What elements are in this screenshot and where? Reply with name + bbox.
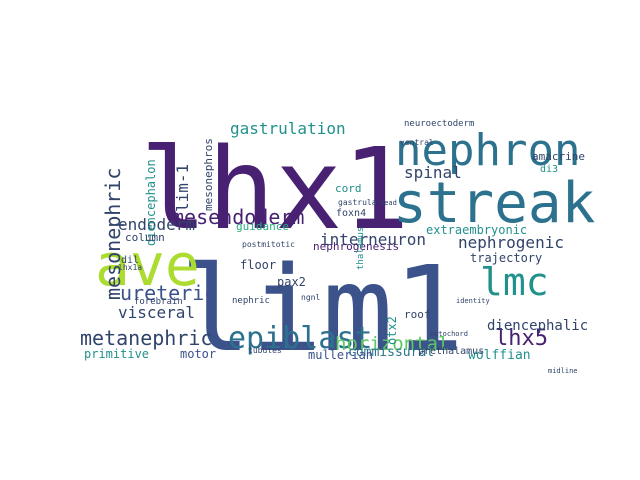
word: primitive xyxy=(84,347,149,361)
word: mullerian xyxy=(308,348,373,362)
word: gastrulation xyxy=(230,119,346,138)
word: commissural xyxy=(348,345,434,360)
word: nephrogenic xyxy=(458,233,564,252)
word: nephron xyxy=(395,125,580,176)
word: gastrula xyxy=(338,198,377,207)
word: extraembryonic xyxy=(426,223,527,237)
word: roof xyxy=(404,308,431,321)
word: ventral xyxy=(400,138,434,147)
word: amacrine xyxy=(532,150,585,163)
word: interneuron xyxy=(320,230,426,249)
word: tubules xyxy=(248,346,282,355)
word: visceral xyxy=(118,303,195,322)
word: ngnl xyxy=(301,293,320,302)
word: metanephric xyxy=(80,326,212,350)
word: motor xyxy=(180,347,216,361)
word: spinal xyxy=(404,163,462,182)
word: wolffian xyxy=(468,348,531,363)
word: neuroectoderm xyxy=(404,119,474,129)
word: lhx5 xyxy=(495,326,548,351)
word: horizontal xyxy=(335,333,449,355)
word: prethalamus xyxy=(418,346,484,357)
word: nephrogenesis xyxy=(313,240,399,253)
word: thalamus xyxy=(356,227,366,270)
word: identity xyxy=(456,297,490,305)
word: head xyxy=(380,199,397,207)
word: pax2 xyxy=(277,275,306,289)
word: otx2 xyxy=(385,316,399,345)
word: epiblast xyxy=(228,321,373,356)
word: lhx1 xyxy=(140,125,410,255)
word: cord xyxy=(335,182,362,195)
word: ave xyxy=(95,231,200,299)
word: mesonephros xyxy=(202,138,215,211)
word: column xyxy=(125,231,165,244)
word: forebrain xyxy=(134,297,183,307)
word: notochord xyxy=(430,330,468,338)
word: floor xyxy=(240,258,276,272)
word: postmitotic xyxy=(242,240,295,249)
word: mesonephric xyxy=(101,168,125,300)
word: ureteric xyxy=(120,281,216,305)
word: mesendoderm xyxy=(172,205,304,229)
word: lim1 xyxy=(180,240,464,378)
word: endoderm xyxy=(118,215,195,234)
word: streak xyxy=(393,171,595,236)
word: midline xyxy=(548,367,578,375)
word: lhx1a xyxy=(118,263,142,272)
word: trajectory xyxy=(470,251,542,265)
word: dil xyxy=(121,255,139,266)
word: guidance xyxy=(236,220,289,233)
word: nephric xyxy=(232,296,270,306)
word: lim-1 xyxy=(173,164,192,212)
word: foxn4 xyxy=(336,208,366,219)
word: di3 xyxy=(540,164,558,175)
word: diencephalon xyxy=(144,159,158,246)
word: lmc xyxy=(480,260,549,304)
word: diencephalic xyxy=(487,318,588,334)
